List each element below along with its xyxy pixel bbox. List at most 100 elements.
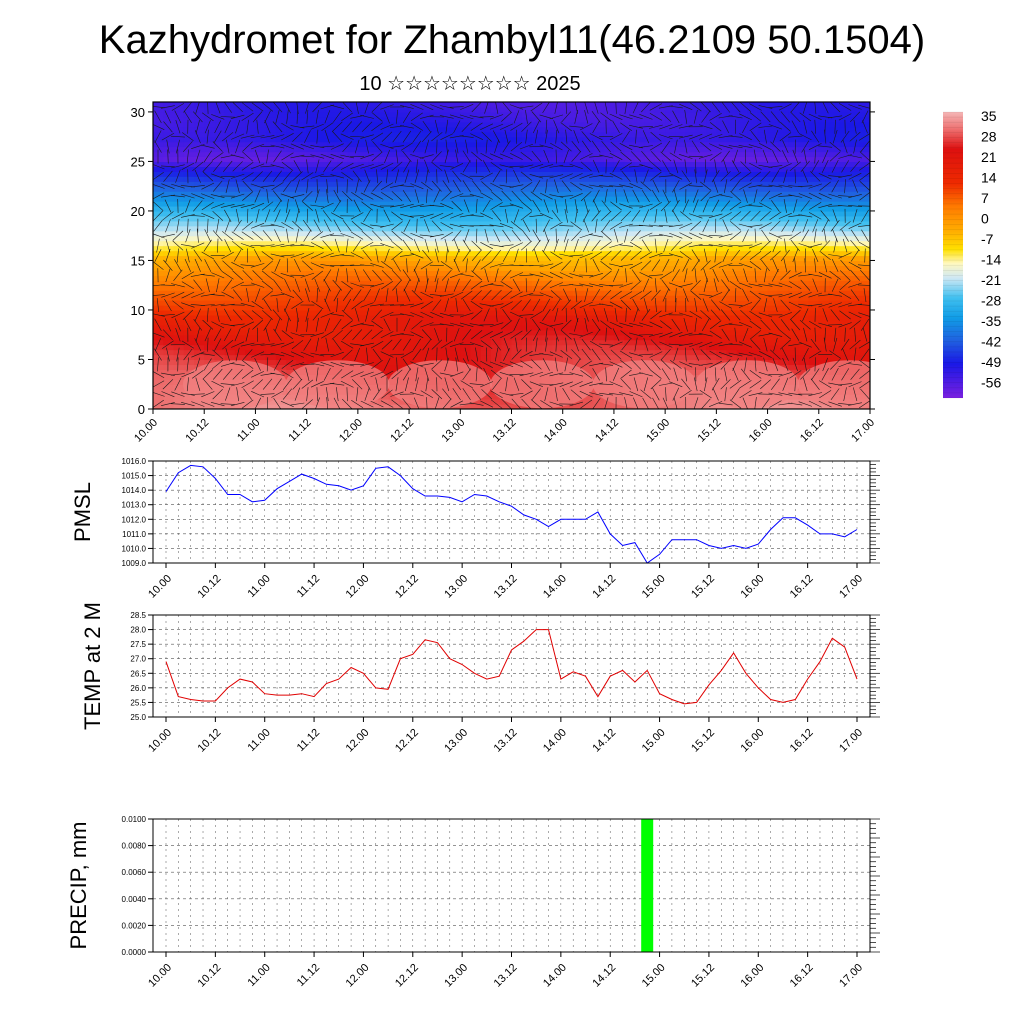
heatmap-cell (398, 290, 410, 296)
heatmap-cell (194, 176, 205, 182)
heatmap-cell (501, 191, 513, 197)
heatmap-cell (736, 265, 748, 271)
heatmap-cell (450, 210, 461, 217)
heatmap-cell (808, 300, 820, 306)
heatmap-cell (849, 295, 861, 301)
heatmap-cell (716, 186, 728, 192)
wind-vector (186, 377, 189, 392)
wind-vector (190, 185, 205, 188)
heatmap-cell (839, 270, 851, 276)
heatmap-cell (788, 265, 799, 271)
heatmap-cell (665, 305, 676, 311)
heatmap-cell (501, 404, 513, 409)
heatmap-cell (286, 107, 298, 113)
heatmap-cell (675, 121, 687, 128)
heatmap-cell (275, 250, 287, 257)
wind-vector (175, 169, 181, 183)
heatmap-cell (706, 210, 717, 217)
wind-vector (292, 289, 303, 301)
heatmap-cell (573, 334, 584, 341)
heatmap-cell (685, 240, 697, 247)
heatmap-cell (357, 349, 369, 356)
heatmap-cell (296, 111, 308, 118)
heatmap-cell (183, 146, 195, 153)
heatmap-cell (439, 339, 451, 346)
heatmap-cell (327, 181, 338, 187)
heatmap-cell (265, 314, 277, 321)
heatmap-cell (675, 265, 687, 271)
heatmap-cell (552, 201, 564, 207)
heatmap-cell (450, 220, 461, 227)
heatmap-cell (644, 136, 656, 143)
heatmap-cell (224, 136, 236, 143)
heatmap-cell (398, 210, 410, 217)
heatmap-cell (194, 354, 205, 361)
heatmap-cell (644, 156, 656, 163)
wind-vector (241, 231, 254, 240)
wind-vector (222, 260, 234, 271)
heatmap-cell (757, 260, 769, 267)
heatmap-cell (747, 146, 758, 153)
heatmap-cell (695, 176, 707, 182)
wind-vector (260, 135, 275, 139)
heatmap-cell (562, 225, 574, 232)
heatmap-cell (644, 176, 656, 182)
heatmap-cell (685, 116, 697, 123)
heatmap-cell (603, 329, 615, 336)
wind-vector (195, 357, 201, 372)
wind-vector (183, 102, 193, 113)
heatmap-cell (163, 295, 175, 301)
heatmap-cell (798, 206, 810, 212)
heatmap-cell (163, 300, 175, 306)
heatmap-cell (695, 206, 707, 212)
heatmap-cell (460, 295, 472, 301)
heatmap-cell (296, 300, 308, 306)
heatmap-cell (439, 111, 451, 118)
heatmap-cell (849, 349, 861, 356)
wind-vector (320, 202, 334, 210)
wind-vector (270, 223, 285, 228)
heatmap-cell (224, 319, 236, 326)
heatmap-cell (716, 225, 728, 232)
heatmap-cell (603, 201, 615, 207)
heatmap-cell (706, 275, 717, 281)
heatmap-cell (654, 310, 666, 316)
heatmap-cell (716, 265, 728, 271)
heatmap-cell (839, 329, 851, 336)
heatmap-cell (327, 166, 338, 172)
heatmap-cell (316, 102, 328, 108)
heatmap-cell (521, 206, 533, 212)
heatmap-cell (327, 102, 338, 108)
heatmap-cell (265, 334, 277, 341)
heatmap-cell (194, 270, 205, 276)
heatmap-cell (224, 186, 236, 192)
heatmap-cell (163, 151, 175, 158)
heatmap-cell (829, 161, 840, 167)
heatmap-cell (695, 329, 707, 336)
heatmap-cell (777, 151, 789, 158)
heatmap-cell (839, 166, 851, 172)
heatmap-cell (204, 206, 216, 212)
heatmap-cell (378, 319, 390, 326)
wind-vector (326, 387, 329, 402)
heatmap-cell (736, 141, 748, 148)
wind-vector (316, 367, 319, 382)
heatmap-cell (798, 102, 810, 108)
heatmap-cell (337, 275, 349, 281)
heatmap-cell (675, 344, 687, 351)
heatmap-cell (398, 102, 410, 108)
heatmap-cell (234, 334, 246, 341)
heatmap-cell (214, 176, 226, 182)
heatmap-cell (234, 235, 246, 242)
heatmap-cell (603, 280, 615, 286)
wind-vector (161, 402, 175, 406)
heatmap-cell (859, 215, 870, 222)
heatmap-cell (521, 344, 533, 351)
heatmap-cell (593, 349, 605, 356)
heatmap-cell (275, 102, 287, 108)
heatmap-cell (511, 314, 523, 321)
heatmap-cell (327, 324, 338, 331)
heatmap-cell (357, 131, 369, 138)
heatmap-cell (552, 295, 564, 301)
heatmap-cell (593, 399, 605, 405)
